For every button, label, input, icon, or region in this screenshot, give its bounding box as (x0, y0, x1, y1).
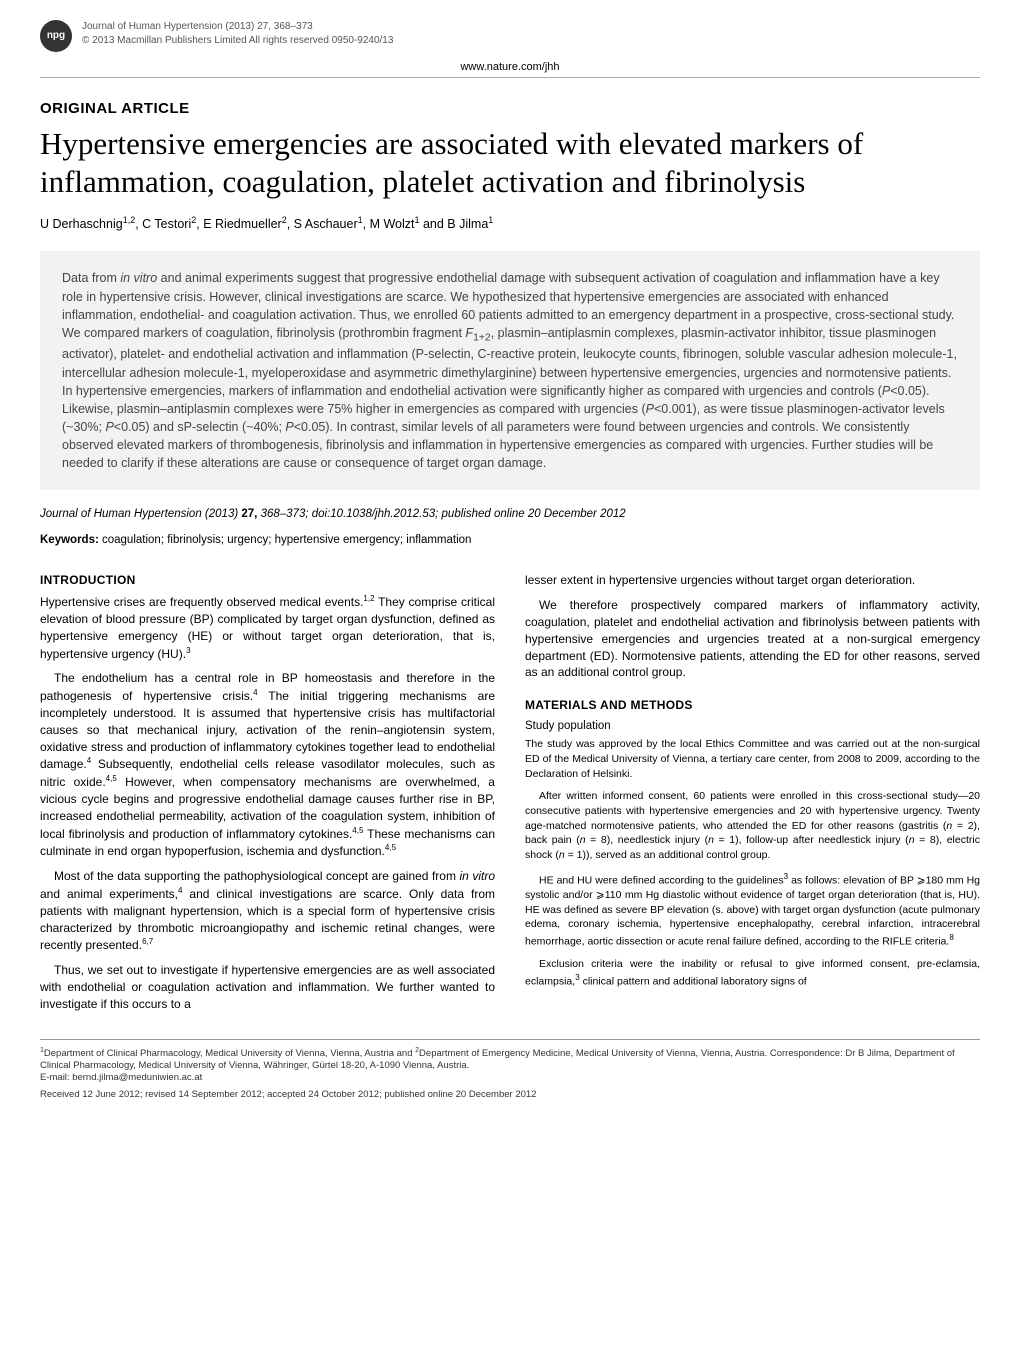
left-column: INTRODUCTION Hypertensive crises are fre… (40, 572, 495, 1020)
methods-para-4: Exclusion criteria were the inability or… (525, 957, 980, 989)
intro-para-1: Hypertensive crises are frequently obser… (40, 593, 495, 662)
intro-para-5: lesser extent in hypertensive urgencies … (525, 572, 980, 589)
affiliations: 1Department of Clinical Pharmacology, Me… (40, 1046, 980, 1073)
footer-divider (40, 1039, 980, 1040)
intro-para-6: We therefore prospectively compared mark… (525, 597, 980, 681)
intro-para-4: Thus, we set out to investigate if hyper… (40, 962, 495, 1012)
abstract-text: Data from in vitro and animal experiment… (62, 271, 957, 470)
methods-para-3: HE and HU were defined according to the … (525, 871, 980, 949)
methods-heading: MATERIALS AND METHODS (525, 697, 980, 714)
right-column: lesser extent in hypertensive urgencies … (525, 572, 980, 1020)
article-dates: Received 12 June 2012; revised 14 Septem… (40, 1089, 980, 1101)
body-columns: INTRODUCTION Hypertensive crises are fre… (40, 572, 980, 1020)
article-type-label: ORIGINAL ARTICLE (40, 98, 980, 119)
keywords-line: Keywords: coagulation; fibrinolysis; urg… (40, 532, 980, 548)
journal-url: www.nature.com/jhh (40, 60, 980, 75)
abstract-box: Data from in vitro and animal experiment… (40, 251, 980, 490)
intro-para-3: Most of the data supporting the pathophy… (40, 868, 495, 954)
study-population-subheading: Study population (525, 718, 980, 734)
methods-para-1: The study was approved by the local Ethi… (525, 737, 980, 781)
article-citation: Journal of Human Hypertension (2013) 27,… (40, 506, 980, 522)
keywords-label: Keywords: (40, 534, 99, 546)
methods-para-2: After written informed consent, 60 patie… (525, 789, 980, 862)
keywords-text: coagulation; fibrinolysis; urgency; hype… (99, 534, 472, 546)
header-divider (40, 77, 980, 78)
copyright-line: © 2013 Macmillan Publishers Limited All … (82, 34, 393, 48)
author-list: U Derhaschnig1,2, C Testori2, E Riedmuel… (40, 214, 980, 234)
methods-text: The study was approved by the local Ethi… (525, 737, 980, 989)
journal-citation: Journal of Human Hypertension (2013) 27,… (82, 20, 393, 34)
journal-info: Journal of Human Hypertension (2013) 27,… (82, 20, 393, 48)
intro-para-2: The endothelium has a central role in BP… (40, 670, 495, 860)
publisher-badge: npg (40, 20, 72, 52)
introduction-heading: INTRODUCTION (40, 572, 495, 589)
correspondence-email: E-mail: bernd.jilma@meduniwien.ac.at (40, 1072, 980, 1084)
article-title: Hypertensive emergencies are associated … (40, 125, 980, 199)
page-header: npg Journal of Human Hypertension (2013)… (40, 20, 980, 52)
